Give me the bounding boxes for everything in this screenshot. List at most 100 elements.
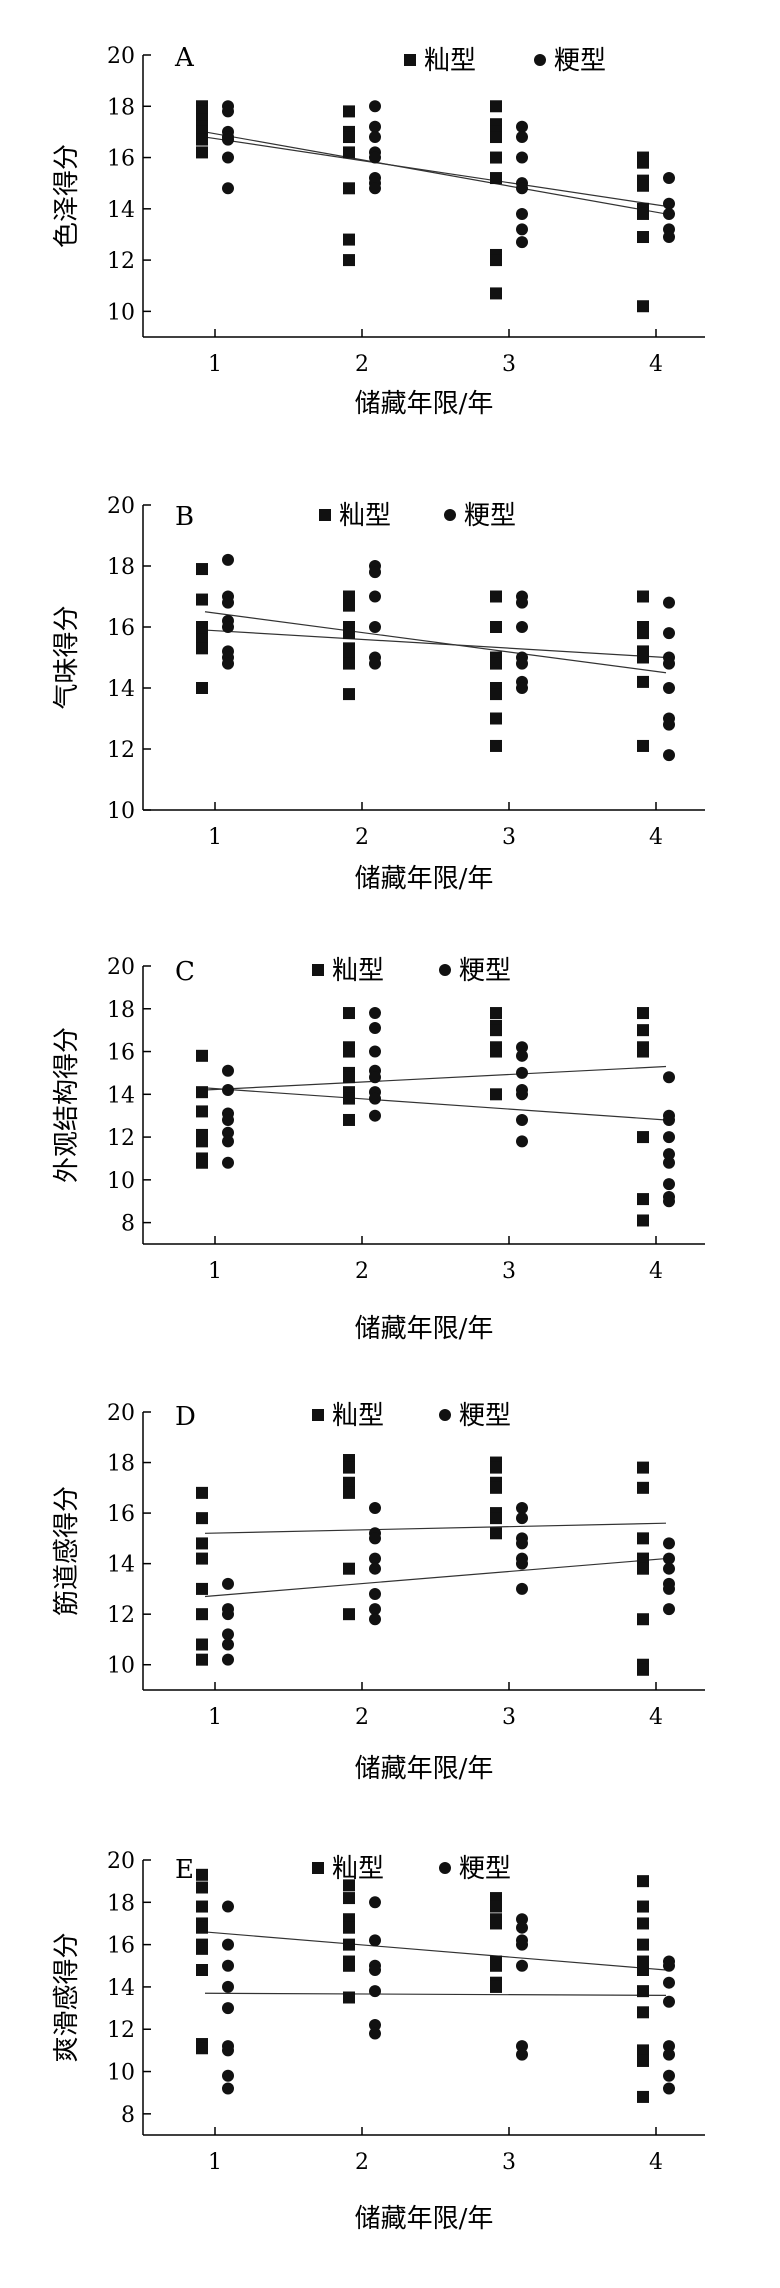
x-axis-label: 储藏年限/年: [355, 1314, 494, 1344]
data-point-circle: [516, 1959, 528, 1972]
data-point-circle: [516, 120, 528, 133]
data-point-circle: [369, 182, 381, 195]
data-point-circle: [516, 1041, 528, 1054]
data-point-circle: [516, 1049, 528, 1062]
panel-letter: D: [175, 1402, 196, 1432]
data-point-circle: [369, 1613, 381, 1626]
data-point-circle: [222, 1900, 234, 1913]
data-point-square: [343, 1921, 355, 1934]
data-point-square: [637, 1532, 649, 1545]
x-tick-label: 1: [208, 1259, 222, 1284]
data-point-circle: [369, 1502, 381, 1515]
data-point-square: [343, 1045, 355, 1058]
y-tick-label: 14: [107, 677, 135, 702]
data-point-circle: [663, 749, 675, 762]
y-tick-label: 10: [107, 1654, 135, 1679]
data-point-circle: [369, 120, 381, 133]
panel-letter: B: [175, 502, 194, 532]
data-point-square: [637, 179, 649, 192]
legend-label: 籼型: [332, 1401, 384, 1431]
data-point-square: [196, 1086, 208, 1099]
data-point-square: [637, 2044, 649, 2057]
data-point-square: [343, 1892, 355, 1905]
data-point-square: [196, 1552, 208, 1565]
data-point-square: [196, 1049, 208, 1062]
x-tick-label: 1: [208, 825, 222, 850]
data-point-square: [490, 1512, 502, 1525]
y-tick-label: 16: [107, 1934, 135, 1959]
data-point-circle: [222, 1156, 234, 1169]
y-tick-label: 16: [107, 147, 135, 172]
data-point-square: [490, 100, 502, 113]
data-point-square: [196, 593, 208, 606]
data-point-square: [637, 627, 649, 640]
data-point-circle: [369, 2027, 381, 2040]
data-point-square: [637, 651, 649, 664]
y-tick-label: 18: [107, 1452, 135, 1477]
legend-circle-marker: [534, 54, 546, 66]
x-tick-label: 1: [208, 2150, 222, 2175]
data-point-square: [196, 1638, 208, 1651]
y-axis-label: 气味得分: [52, 605, 82, 709]
data-point-circle: [516, 1502, 528, 1515]
data-point-circle: [663, 1552, 675, 1565]
data-point-circle: [222, 151, 234, 164]
y-tick-label: 12: [107, 2018, 135, 2043]
data-point-square: [343, 1007, 355, 1020]
data-point-square: [196, 682, 208, 694]
data-point-circle: [516, 1512, 528, 1525]
data-point-square: [343, 642, 355, 655]
y-tick-label: 10: [107, 799, 135, 824]
data-point-circle: [663, 197, 675, 210]
x-tick-label: 1: [208, 1705, 222, 1730]
legend-circle-marker: [444, 509, 456, 521]
y-tick-label: 20: [107, 1401, 135, 1426]
trend-line: [204, 1087, 667, 1121]
data-point-square: [196, 633, 208, 646]
legend-label: 粳型: [459, 956, 511, 986]
y-axis-label: 爽滑感得分: [52, 1932, 82, 2062]
data-point-circle: [516, 1088, 528, 1101]
legend-square-marker: [312, 964, 324, 976]
data-point-circle: [516, 1938, 528, 1951]
data-point-square: [196, 1156, 208, 1169]
data-point-square: [490, 172, 502, 185]
x-tick-label: 3: [502, 2150, 516, 2175]
data-point-circle: [222, 2082, 234, 2095]
data-point-circle: [222, 2002, 234, 2015]
data-point-square: [343, 1113, 355, 1126]
data-point-circle: [369, 1985, 381, 1998]
data-point-square: [490, 287, 502, 300]
data-point-circle: [369, 1092, 381, 1105]
data-point-circle: [663, 1562, 675, 1575]
data-point-circle: [369, 131, 381, 144]
x-tick-label: 3: [502, 1705, 516, 1730]
panel-letter: C: [175, 957, 195, 987]
data-point-square: [343, 233, 355, 246]
data-point-circle: [222, 105, 234, 118]
data-point-square: [637, 590, 649, 603]
data-point-square: [196, 1537, 208, 1550]
data-point-circle: [663, 718, 675, 731]
y-tick-label: 12: [107, 1603, 135, 1628]
data-point-circle: [516, 1537, 528, 1550]
data-point-circle: [369, 1007, 381, 1020]
data-point-circle: [369, 1022, 381, 1035]
data-point-circle: [516, 223, 528, 236]
data-point-square: [343, 1486, 355, 1499]
trend-line: [204, 629, 667, 659]
y-tick-label: 20: [107, 44, 135, 69]
data-point-circle: [369, 1532, 381, 1545]
data-point-square: [637, 1875, 649, 1888]
legend-label: 籼型: [332, 956, 384, 986]
legend-label: 籼型: [424, 46, 476, 76]
legend-square-marker: [404, 54, 416, 66]
data-point-square: [637, 1562, 649, 1575]
data-point-square: [343, 627, 355, 640]
data-point-square: [343, 599, 355, 612]
data-point-circle: [369, 151, 381, 164]
x-tick-label: 4: [649, 1705, 663, 1730]
data-point-circle: [222, 1638, 234, 1651]
